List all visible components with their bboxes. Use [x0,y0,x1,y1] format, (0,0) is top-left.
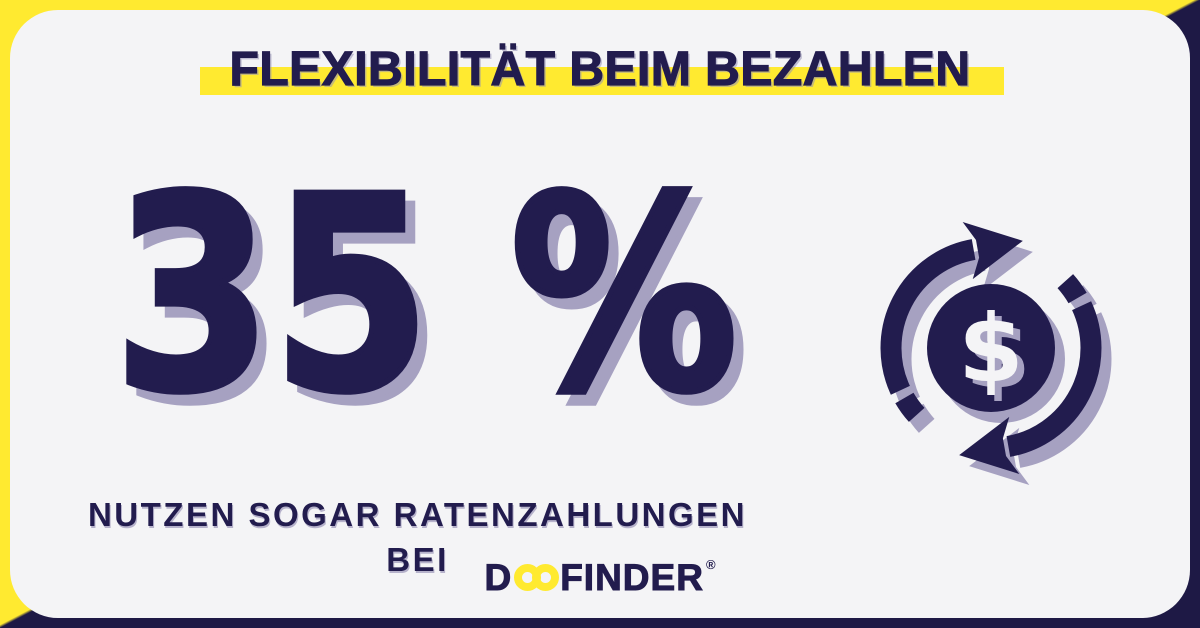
title-wrap: FLEXIBILITÄT BEIM BEZAHLEN [199,43,1005,96]
stat-description-line1: NUTZEN SOGAR RATENZAHLUNGEN BEI [87,496,771,578]
infinity-icon [514,564,560,591]
header: FLEXIBILITÄT BEIM BEZAHLEN [10,43,1190,96]
page-title: FLEXIBILITÄT BEIM BEZAHLEN [229,43,971,96]
doofinder-logo: D FINDER ® [10,557,1190,598]
logo-letter-d: D [484,557,513,598]
stat-description: NUTZEN SOGAR RATENZAHLUNGEN BEI GRÖSSERE… [60,402,775,628]
money-cycle-icon: $ $ [826,148,1156,548]
dollar-sign-icon: $ [958,295,1023,404]
stat-value-shadow: 35 % [121,151,751,463]
stat-value-text: 35 % [111,140,741,452]
dollar-sign-shadow: $ [965,301,1030,410]
infinity-ring-right [532,564,560,591]
stat-value: 35 % 35 % [60,140,775,452]
title-highlight-bar [199,67,1005,95]
registered-trademark: ® [705,557,716,572]
logo-finder-text: FINDER [560,557,704,598]
infographic-card: FLEXIBILITÄT BEIM BEZAHLEN 35 % 35 % NUT… [10,10,1190,618]
